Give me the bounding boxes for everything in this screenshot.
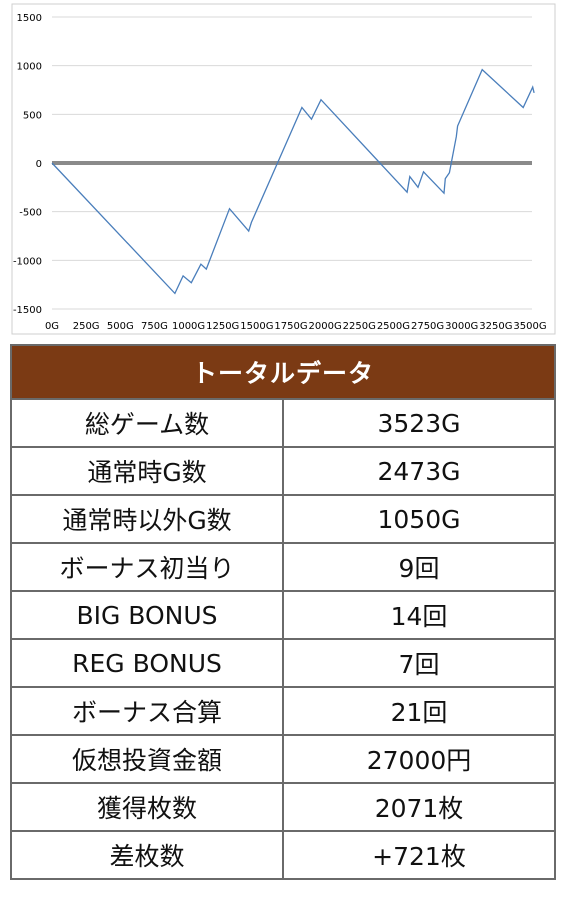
row-label: 獲得枚数 — [10, 782, 284, 832]
row-value: 1050G — [282, 494, 556, 544]
x-tick-label: 250G — [73, 321, 100, 332]
x-tick-label: 1250G — [206, 321, 239, 332]
x-tick-label: 2000G — [309, 321, 342, 332]
y-tick-label: 1500 — [17, 13, 42, 24]
y-tick-labels: 1500 1000 500 0 -500 -1000 -1500 — [13, 13, 42, 316]
row-value: 3523G — [282, 398, 556, 448]
table-row: 総ゲーム数 3523G — [10, 398, 556, 448]
x-tick-labels: 0G 250G 500G 750G 1000G 1250G 1500G 1750G 2000G 2… — [45, 321, 547, 332]
row-label: 通常時G数 — [10, 446, 284, 496]
x-tick-label: 3000G — [445, 321, 478, 332]
row-value: 2473G — [282, 446, 556, 496]
row-label: 通常時以外G数 — [10, 494, 284, 544]
row-label: REG BONUS — [10, 638, 284, 688]
table-row: ボーナス合算 21回 — [10, 686, 556, 736]
row-value: 27000円 — [282, 734, 556, 784]
table-title: トータルデータ — [10, 344, 556, 400]
x-tick-label: 1000G — [172, 321, 205, 332]
x-tick-label: 1500G — [240, 321, 273, 332]
y-tick-label: 0 — [36, 159, 42, 170]
gridlines — [52, 16, 532, 310]
row-label: 差枚数 — [10, 830, 284, 880]
total-data-table: トータルデータ 総ゲーム数 3523G 通常時G数 2473G 通常時以外G数 … — [10, 344, 556, 894]
series-line — [51, 68, 535, 295]
line-chart: 1500 1000 500 0 -500 -1000 -1500 0G 250G 500G 750… — [0, 0, 567, 340]
y-tick-label: 500 — [23, 110, 42, 121]
x-tick-label: 0G — [45, 321, 59, 332]
table-row: 仮想投資金額 27000円 — [10, 734, 556, 784]
x-tick-label: 2500G — [377, 321, 410, 332]
table-row: 獲得枚数 2071枚 — [10, 782, 556, 832]
y-tick-label: 1000 — [17, 62, 42, 73]
stats-table: トータルデータ 総ゲーム数 3523G 通常時G数 2473G 通常時以外G数 … — [10, 344, 556, 880]
row-value: +721枚 — [282, 830, 556, 880]
table-row: BIG BONUS 14回 — [10, 590, 556, 640]
y-tick-label: -1000 — [13, 256, 42, 267]
y-tick-label: -500 — [19, 208, 42, 219]
x-tick-label: 3250G — [479, 321, 512, 332]
row-label: ボーナス合算 — [10, 686, 284, 736]
table-row: 通常時G数 2473G — [10, 446, 556, 496]
chart-svg: 1500 1000 500 0 -500 -1000 -1500 0G 250G 500G 750… — [11, 3, 556, 335]
row-label: 仮想投資金額 — [10, 734, 284, 784]
table-row: 差枚数 +721枚 — [10, 830, 556, 880]
y-tick-label: -1500 — [13, 305, 42, 316]
table-row: REG BONUS 7回 — [10, 638, 556, 688]
x-tick-label: 500G — [107, 321, 134, 332]
series-layer — [51, 68, 535, 295]
plot-frame — [11, 3, 556, 335]
row-value: 14回 — [282, 590, 556, 640]
row-value: 7回 — [282, 638, 556, 688]
x-tick-label: 2250G — [343, 321, 376, 332]
row-value: 2071枚 — [282, 782, 556, 832]
table-row: ボーナス初当り 9回 — [10, 542, 556, 592]
row-label: 総ゲーム数 — [10, 398, 284, 448]
table-row: 通常時以外G数 1050G — [10, 494, 556, 544]
row-label: BIG BONUS — [10, 590, 284, 640]
x-tick-label: 750G — [141, 321, 168, 332]
x-tick-label: 3500G — [513, 321, 546, 332]
row-label: ボーナス初当り — [10, 542, 284, 592]
table-header-row: トータルデータ — [10, 344, 556, 400]
x-tick-label: 1750G — [274, 321, 307, 332]
row-value: 9回 — [282, 542, 556, 592]
row-value: 21回 — [282, 686, 556, 736]
x-tick-label: 2750G — [411, 321, 444, 332]
